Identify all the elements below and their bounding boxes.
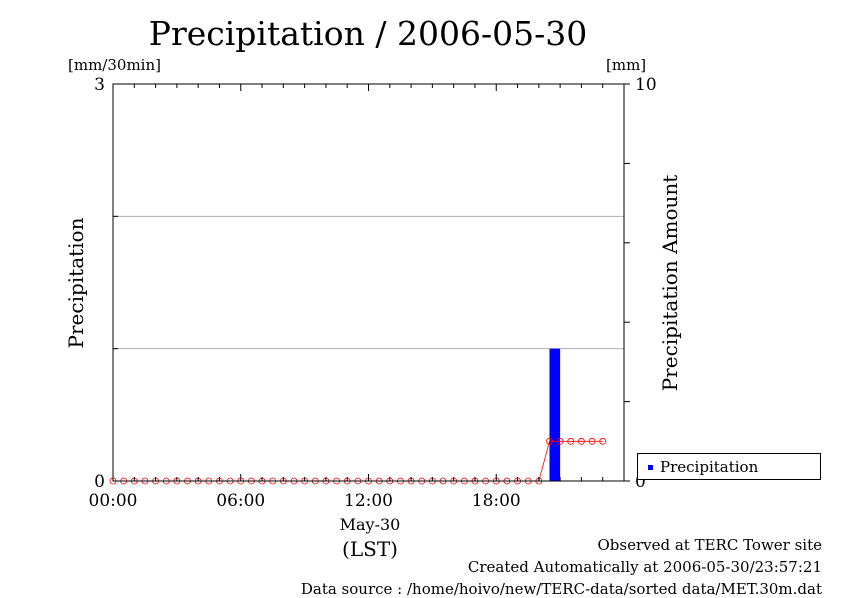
left-tick-label: 3 — [94, 75, 105, 95]
amount-point — [588, 437, 596, 445]
x-tick-label: 06:00 — [216, 491, 265, 511]
amount-point — [556, 437, 564, 445]
amount-line — [113, 440, 603, 482]
left-tick-label: 0 — [94, 472, 105, 492]
amount-point — [567, 437, 575, 445]
amount-point — [546, 437, 553, 445]
footer-observed: Observed at TERC Tower site — [597, 536, 822, 554]
amount-point — [599, 437, 607, 445]
left-axis-unit: [mm/30min] — [68, 56, 161, 74]
footer-source: Data source : /home/hoivo/new/TERC-data/… — [300, 580, 822, 598]
x-timezone-label: (LST) — [342, 537, 398, 561]
footer-created: Created Automatically at 2006-05-30/23:5… — [467, 558, 822, 576]
legend-swatch — [648, 465, 653, 470]
x-date-label: May-30 — [339, 515, 401, 534]
right-axis-unit: [mm] — [606, 56, 647, 74]
x-tick-label: 12:00 — [344, 491, 393, 511]
legend-label: Precipitation — [660, 458, 759, 476]
x-tick-label: 00:00 — [89, 491, 138, 511]
right-tick-label: 10 — [635, 75, 657, 95]
right-tick-label: 0 — [635, 472, 646, 492]
legend: Precipitation — [637, 453, 821, 480]
chart-title: Precipitation / 2006-05-30 — [148, 14, 588, 53]
precipitation-bar — [549, 348, 561, 481]
plot-frame — [112, 83, 625, 482]
amount-point — [578, 437, 585, 445]
x-tick-label: 18:00 — [472, 491, 521, 511]
